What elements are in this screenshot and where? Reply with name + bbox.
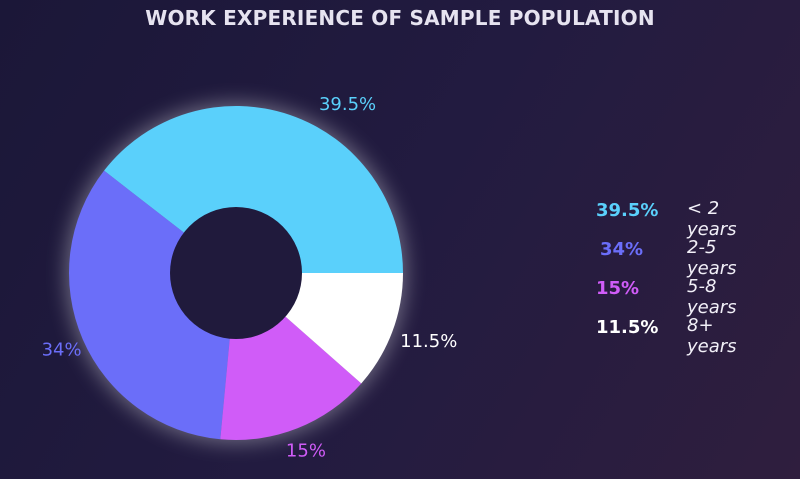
data-label: 39.5% [319,94,376,115]
legend-label: 2-5 years [687,237,737,279]
data-label: 15% [286,441,326,462]
legend-label: 5-8 years [687,276,737,318]
legend-label: 8+ years [687,315,737,357]
data-label: 34% [42,339,82,360]
legend-value: 11.5% [596,317,659,338]
legend-value: 34% [600,239,644,260]
donut-hole [170,207,302,339]
legend-label: < 2 years [687,198,737,240]
chart-title: WORK EXPERIENCE OF SAMPLE POPULATION [145,6,655,30]
data-label: 11.5% [400,331,457,352]
slice-2-years [104,106,403,273]
legend-value: 39.5% [596,200,659,221]
legend-value: 15% [596,278,640,299]
slice-2-5-years [69,170,237,440]
